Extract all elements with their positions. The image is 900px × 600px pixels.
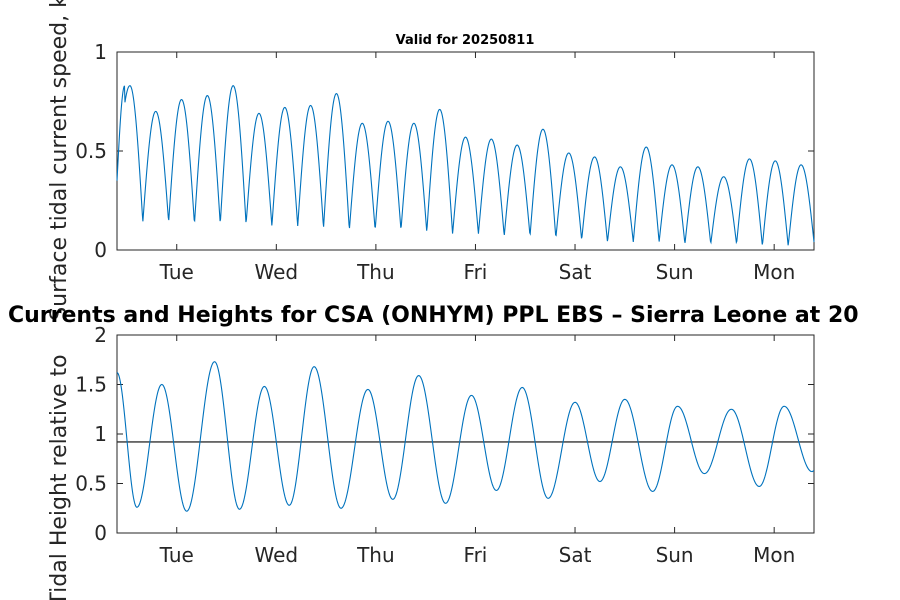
current-speed-xtick-label: Mon bbox=[753, 260, 795, 284]
current-speed-xtick-label: Wed bbox=[255, 260, 299, 284]
current-speed-xtick-label: Sun bbox=[656, 260, 694, 284]
tidal-height-xtick-label: Sun bbox=[656, 543, 694, 567]
current-speed-xtick-label: Tue bbox=[159, 260, 194, 284]
current-speed-ylabel: Surface tidal current speed, kn bbox=[47, 0, 72, 321]
current-speed-ytick-label: 0.5 bbox=[75, 139, 107, 163]
tidal-height-xtick-label: Tue bbox=[159, 543, 194, 567]
tidal-height-ytick-label: 0 bbox=[94, 521, 107, 545]
tidal-height-ticks: 0 0.5 1 1.5 2 Tue Wed Thu Fri Sat Sun Mon bbox=[75, 323, 814, 567]
tidal-height-ylabel: Tidal Height relative to bbox=[47, 354, 72, 600]
main-title: Currents and Heights for CSA (ONHYM) PPL… bbox=[8, 303, 859, 328]
current-speed-xtick-label: Thu bbox=[356, 260, 395, 284]
tidal-height-xtick-label: Mon bbox=[753, 543, 795, 567]
tidal-height-panel: 0 0.5 1 1.5 2 Tue Wed Thu Fri Sat Sun Mon Tidal Hei… bbox=[47, 323, 815, 600]
tidal-height-axes-box bbox=[116, 334, 815, 534]
tidal-height-ytick-label: 0.5 bbox=[75, 472, 107, 496]
current-speed-xtick-label: Sat bbox=[559, 260, 592, 284]
current-speed-axes-box bbox=[116, 51, 815, 251]
tidal-height-xtick-label: Wed bbox=[255, 543, 299, 567]
current-speed-series-line bbox=[116, 85, 815, 246]
current-speed-xtick-label: Fri bbox=[464, 260, 488, 284]
tidal-height-ytick-label: 2 bbox=[94, 323, 107, 347]
current-speed-ytick-label: 1 bbox=[94, 40, 107, 64]
current-speed-title: Valid for 20250811 bbox=[396, 33, 535, 48]
current-speed-panel: Valid for 20250811 0 0.5 1 Tue Wed Thu Fri Sat S… bbox=[47, 0, 815, 321]
tidal-height-xtick-label: Sat bbox=[559, 543, 592, 567]
tidal-height-series-line bbox=[116, 361, 815, 512]
current-speed-ytick-label: 0 bbox=[94, 238, 107, 262]
tidal-height-xtick-label: Thu bbox=[356, 543, 395, 567]
tidal-height-xtick-label: Fri bbox=[464, 543, 488, 567]
tidal-height-ytick-label: 1.5 bbox=[75, 373, 107, 397]
tidal-height-ytick-label: 1 bbox=[94, 422, 107, 446]
current-speed-ticks: 0 0.5 1 Tue Wed Thu Fri Sat Sun Mon bbox=[75, 40, 814, 284]
